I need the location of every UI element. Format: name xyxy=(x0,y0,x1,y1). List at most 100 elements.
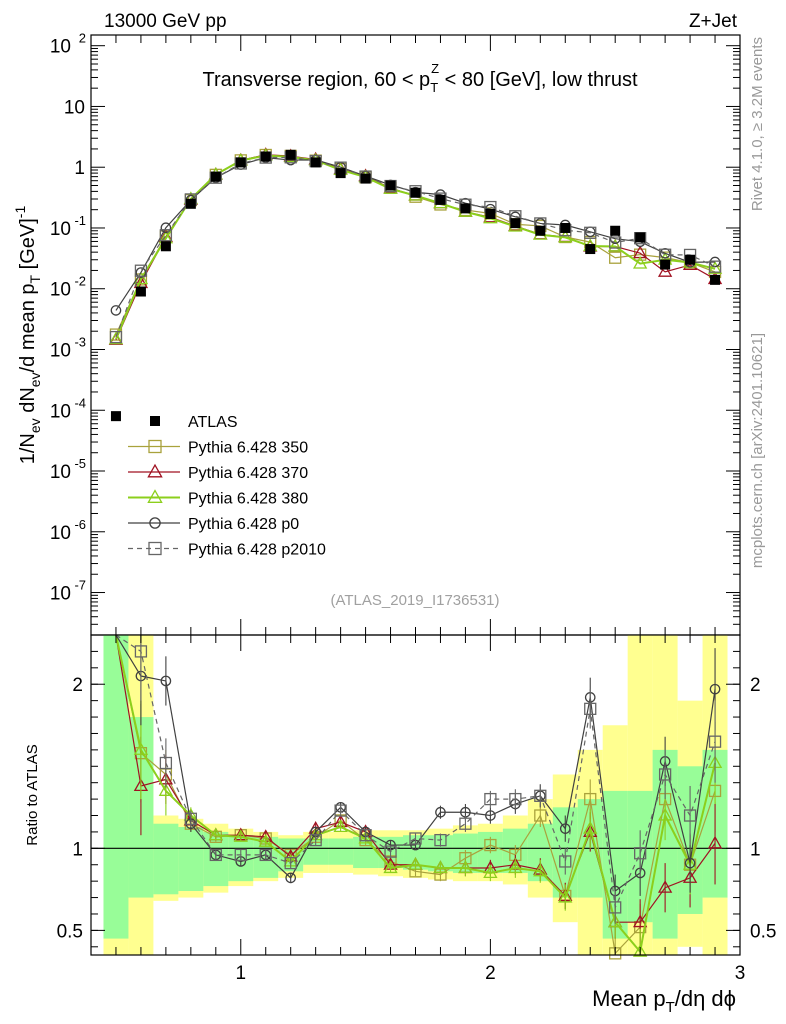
y-label-part: ev xyxy=(27,372,43,387)
circle-marker xyxy=(135,267,147,278)
y-label-part: [GeV] xyxy=(17,218,39,275)
data-point xyxy=(710,274,721,285)
y-tick-exp: -7 xyxy=(74,578,86,593)
square-marker xyxy=(109,330,123,344)
ratio-tick-label-left: 2 xyxy=(72,675,83,696)
square-marker xyxy=(148,541,162,556)
y-tick-label: 10 xyxy=(50,523,71,544)
square-marker xyxy=(634,847,647,860)
triangle-marker xyxy=(632,255,648,269)
legend-label: Pythia 6.428 380 xyxy=(188,491,308,508)
triangle-marker xyxy=(433,860,448,874)
series-2 xyxy=(108,147,723,345)
title-sub: T xyxy=(430,80,438,95)
y-label-part: 1/N xyxy=(17,433,39,464)
data-point xyxy=(135,286,146,297)
square-marker xyxy=(584,792,597,806)
y-tick-exp: 2 xyxy=(79,31,86,46)
data-point xyxy=(185,198,196,209)
legend-label: Pythia 6.428 370 xyxy=(188,465,308,482)
data-point xyxy=(335,168,346,179)
triangle-marker xyxy=(458,860,473,874)
header-right: Z+Jet xyxy=(689,11,738,32)
ratio-series-layer xyxy=(114,634,723,960)
triangle-marker xyxy=(657,880,673,893)
triangle-marker xyxy=(608,238,623,252)
x-label-sub: T xyxy=(666,999,675,1016)
square-marker xyxy=(534,789,547,802)
square-marker xyxy=(609,251,622,264)
y-tick-exp: -5 xyxy=(74,456,86,471)
square-marker xyxy=(609,901,622,914)
square-marker xyxy=(159,229,173,242)
data-point xyxy=(560,222,571,233)
legend: ATLAS Pythia 6.428 350 Pythia 6.428 370 Pyt… xyxy=(128,414,326,559)
x-tick-label: 2 xyxy=(485,963,496,984)
triangle-marker xyxy=(147,489,163,503)
ratio-tick-label-right: 2 xyxy=(750,675,761,696)
square-marker xyxy=(509,792,522,806)
triangle-marker xyxy=(508,860,523,874)
circle-marker xyxy=(160,222,172,234)
square-marker xyxy=(584,702,597,715)
square-marker xyxy=(234,848,247,862)
y-label-part: dN xyxy=(17,387,39,418)
ratio-series-4 xyxy=(115,634,722,924)
square-marker xyxy=(384,845,397,858)
data-point xyxy=(510,218,521,229)
circle-marker xyxy=(435,806,446,818)
band-inner xyxy=(153,823,179,895)
triangle-marker xyxy=(558,889,573,903)
y-tick-exp: -6 xyxy=(74,517,86,532)
square-marker xyxy=(634,248,647,261)
circle-marker xyxy=(709,683,721,695)
circle-marker xyxy=(160,675,172,687)
data-point xyxy=(310,157,321,168)
data-point xyxy=(485,208,496,219)
square-marker xyxy=(658,768,672,781)
ratio-tick-label-left: 0.5 xyxy=(57,921,83,942)
title-sup: Z xyxy=(431,61,439,76)
data-point xyxy=(660,259,671,270)
series-4 xyxy=(109,151,722,344)
data-point xyxy=(460,203,471,214)
data-point xyxy=(385,180,396,191)
data-point xyxy=(535,225,546,236)
data-point xyxy=(635,232,646,243)
y-label-part: ev xyxy=(27,418,43,433)
triangle-marker xyxy=(533,863,548,877)
title-part-1: Transverse region, 60 < p xyxy=(202,69,430,91)
data-point xyxy=(410,187,421,198)
series-1 xyxy=(108,147,723,345)
square-marker xyxy=(134,645,148,658)
mcplots-label: mcplots.cern.ch [arXiv:2401.10621] xyxy=(749,333,766,568)
triangle-marker xyxy=(657,807,673,821)
triangle-marker xyxy=(632,914,648,928)
square-marker xyxy=(334,804,347,817)
y-label-part: -1 xyxy=(12,206,28,219)
legend-data-marker xyxy=(150,416,160,426)
square-marker xyxy=(148,439,162,454)
triangle-marker xyxy=(632,944,648,957)
y-tick-exp: -1 xyxy=(74,213,86,228)
circle-marker xyxy=(110,305,122,316)
y-tick-label: 10 xyxy=(50,340,71,361)
x-tick-label: 1 xyxy=(235,963,246,984)
y-tick-exp: -2 xyxy=(74,274,86,289)
square-marker xyxy=(159,756,173,770)
square-marker xyxy=(708,260,722,273)
square-marker xyxy=(584,226,597,239)
x-axis-label: Mean pT/dη dϕ xyxy=(592,986,736,1016)
y-tick-label: 10 xyxy=(50,401,71,422)
y-tick-label: 10 xyxy=(64,97,85,118)
triangle-marker xyxy=(707,261,723,274)
triangle-marker xyxy=(657,264,673,277)
ratio-panel: 0.5 0.5 1 1 2 2 1 2 3 Ratio to ATLAS Mean pT/dη … xyxy=(24,634,776,1016)
triangle-marker xyxy=(707,835,723,849)
ratio-tick-label-right: 0.5 xyxy=(750,921,776,942)
y-tick-exp: -3 xyxy=(74,334,86,349)
y-tick-label: 1 xyxy=(74,158,85,179)
triangle-marker xyxy=(333,819,348,833)
